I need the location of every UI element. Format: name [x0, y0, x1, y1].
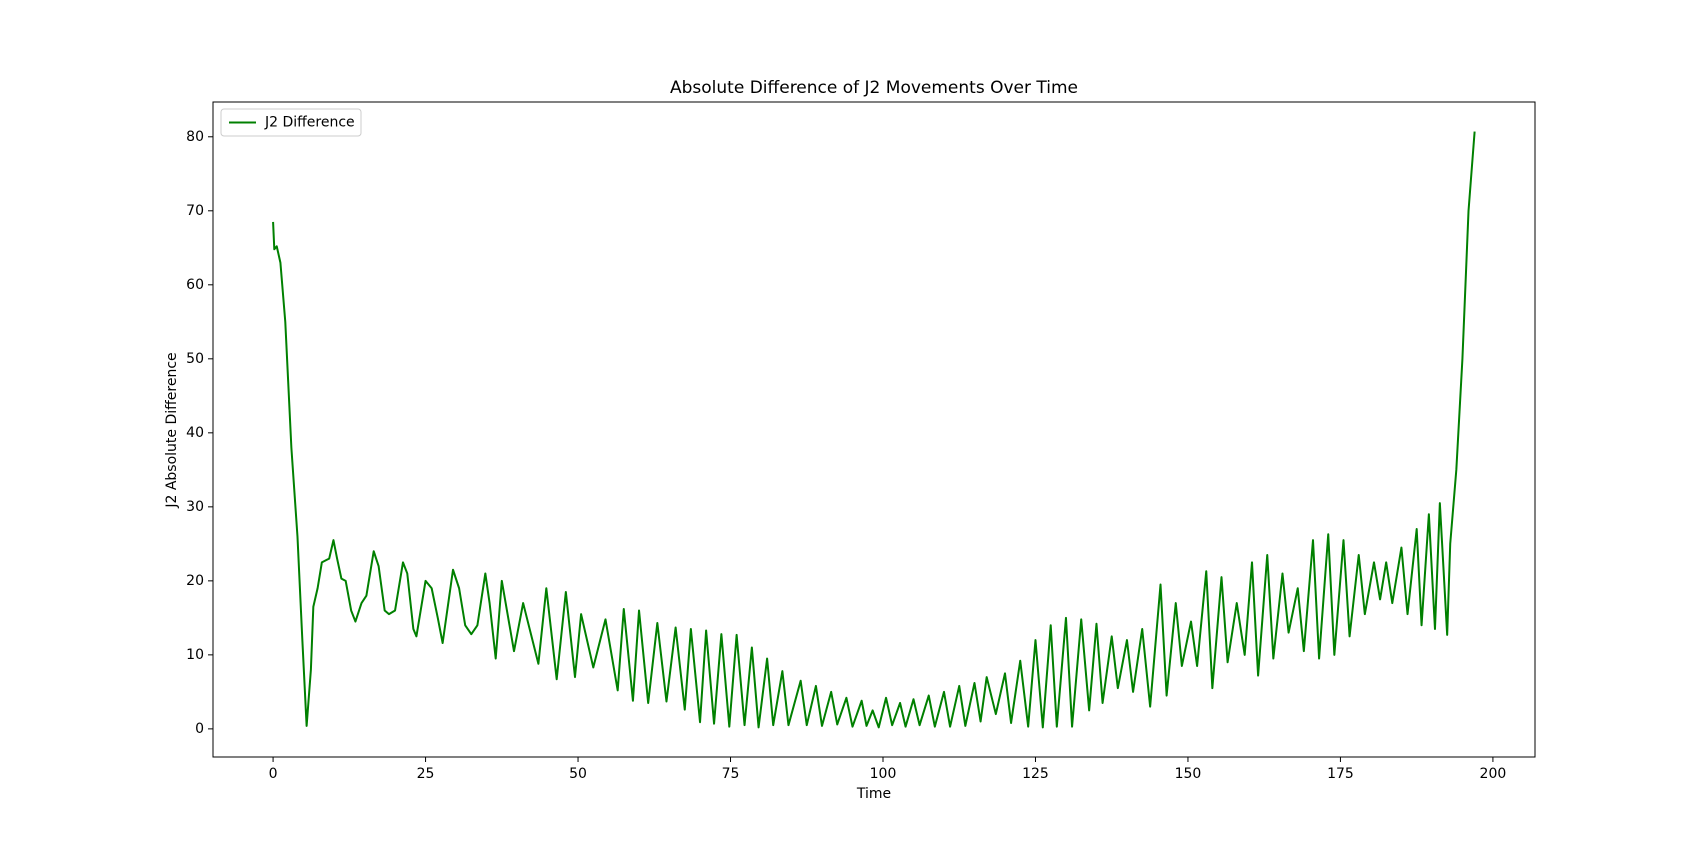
x-tick-label: 25 — [417, 766, 435, 782]
chart-title: Absolute Difference of J2 Movements Over… — [670, 78, 1078, 98]
data-line — [272, 131, 1476, 729]
x-tick-label: 125 — [1022, 766, 1049, 782]
plot-frame — [212, 101, 1536, 758]
x-tick-label: 100 — [870, 766, 897, 782]
y-tick-label: 0 — [195, 721, 204, 737]
y-axis-label: J2 Absolute Difference — [164, 352, 180, 508]
y-tick-label: 60 — [186, 277, 204, 293]
y-tick-label: 50 — [186, 351, 204, 367]
y-tick-label: 70 — [186, 203, 204, 219]
x-tick-label: 0 — [269, 766, 278, 782]
x-tick-label: 150 — [1175, 766, 1202, 782]
legend-box — [220, 108, 362, 137]
legend-label: J2 Difference — [264, 115, 355, 131]
x-tick-label: 175 — [1327, 766, 1354, 782]
x-axis-label: Time — [856, 786, 891, 802]
x-tick-label: 200 — [1480, 766, 1507, 782]
x-tick-label: 50 — [569, 766, 587, 782]
x-tick-label: 75 — [722, 766, 740, 782]
y-tick-label: 80 — [186, 129, 204, 145]
y-tick-label: 40 — [186, 425, 204, 441]
y-tick-label: 30 — [186, 499, 204, 515]
y-tick-label: 20 — [186, 573, 204, 589]
y-tick-label: 10 — [186, 647, 204, 663]
